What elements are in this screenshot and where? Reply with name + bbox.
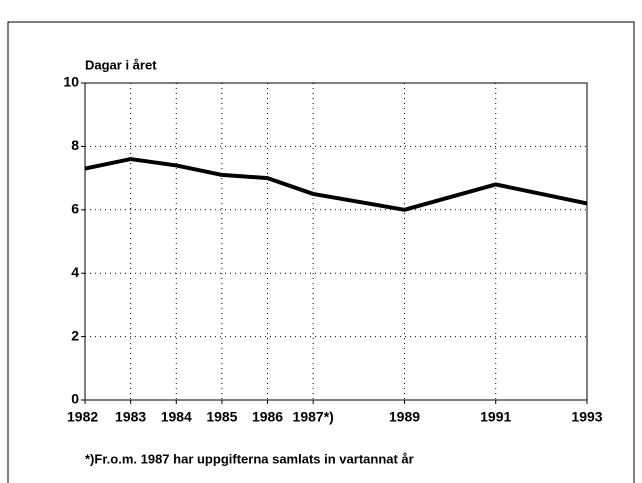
y-tick-label: 4	[71, 264, 79, 280]
plot-area	[84, 82, 588, 401]
y-tick-label: 2	[71, 327, 79, 343]
y-tick-label: 0	[71, 391, 79, 407]
x-tick-label: 1993	[571, 409, 602, 425]
frame	[7, 21, 635, 483]
y-axis-label: Dagar i året	[85, 57, 157, 72]
x-tick-label: 1991	[480, 409, 511, 425]
x-tick-label: 1986	[252, 409, 283, 425]
x-tick-label: 1985	[206, 409, 237, 425]
y-tick-label: 8	[71, 137, 79, 153]
x-tick-label: 1989	[389, 409, 420, 425]
y-tick-label: 10	[63, 74, 79, 90]
x-tick-label: 1984	[161, 409, 192, 425]
x-tick-label: 1983	[115, 409, 146, 425]
footnote: *)Fr.o.m. 1987 har uppgifterna samlats i…	[85, 451, 414, 466]
line	[84, 157, 588, 212]
x-tick-label: 1982	[67, 409, 98, 425]
y-tick-label: 6	[71, 201, 79, 217]
x-tick-label: 1987*)	[293, 409, 334, 425]
